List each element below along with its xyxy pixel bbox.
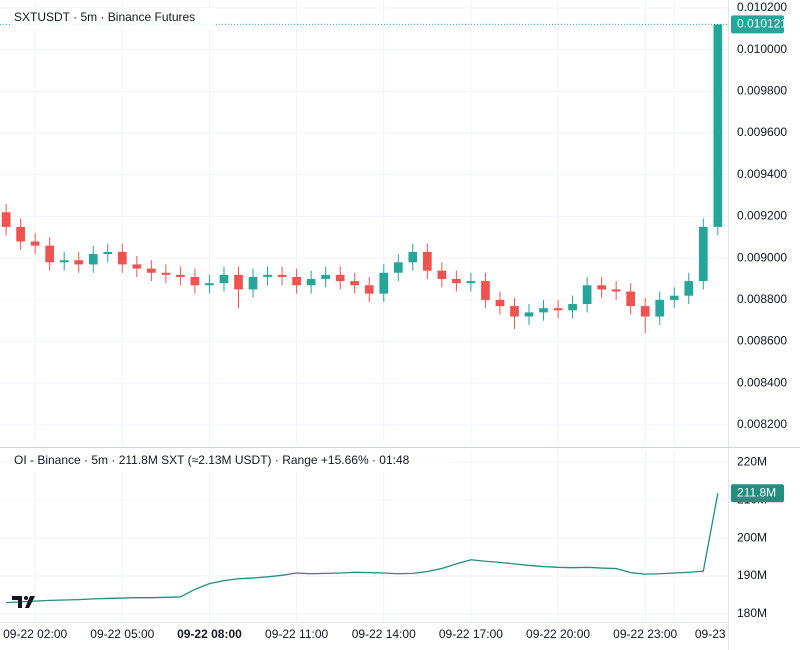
x-tick-label: 09-22 11:00	[265, 627, 328, 641]
y-tick-label: 0.008400	[737, 375, 787, 389]
candle-body	[335, 274, 345, 282]
candle-body	[103, 251, 113, 254]
x-tick-label: 09-22 05:00	[90, 627, 154, 641]
candle-body	[582, 285, 592, 305]
candle-body	[539, 308, 548, 313]
title-backdrop	[10, 8, 215, 28]
candle-body	[568, 304, 577, 311]
last-value-box	[731, 15, 784, 34]
candle-body	[146, 268, 156, 273]
y-tick-label: 0.009200	[737, 209, 787, 223]
candle-body	[161, 272, 171, 275]
candle-body	[437, 270, 447, 280]
candle-body	[422, 251, 432, 271]
candle-body	[176, 274, 185, 277]
candle-body	[466, 281, 476, 284]
candle-body	[277, 274, 287, 277]
candle-body	[59, 260, 69, 263]
candle-body	[481, 281, 490, 300]
candle-body	[655, 299, 665, 317]
y-tick-label: 0.009800	[737, 84, 787, 98]
y-tick-label: 0.009600	[737, 125, 787, 139]
candle-body	[88, 253, 98, 265]
candle-body	[350, 281, 360, 286]
candle-body	[30, 241, 40, 246]
candle-body	[219, 274, 229, 284]
y-tick-label: 220M	[737, 454, 767, 468]
y-tick-label: 200M	[737, 530, 767, 544]
candle-body	[553, 308, 563, 311]
candle-body	[292, 276, 301, 286]
x-tick-label: 09-22 02:00	[3, 627, 67, 641]
candle-body	[669, 295, 679, 300]
oi-line	[6, 493, 719, 604]
x-tick-label: 09-22 17:00	[439, 627, 503, 641]
logo	[12, 596, 35, 608]
candle-body	[626, 291, 636, 307]
candle-body	[74, 260, 84, 265]
candle-body	[132, 264, 142, 269]
x-tick-label: 09-23	[695, 627, 726, 641]
x-tick-label: 09-22 20:00	[526, 627, 590, 641]
title-backdrop	[10, 451, 450, 471]
candle-body	[611, 289, 621, 292]
candle-body	[698, 226, 708, 282]
y-tick-label: 0.009400	[737, 167, 787, 181]
candle-body	[408, 251, 418, 263]
candle-body	[306, 279, 316, 286]
candle-body	[16, 226, 25, 242]
y-tick-label: 0.010000	[737, 42, 787, 56]
candle-body	[510, 306, 519, 317]
candle-body	[45, 245, 55, 263]
candle-body	[117, 251, 127, 265]
candle-body	[205, 283, 214, 286]
candle-body	[234, 274, 243, 290]
candle-body	[248, 276, 258, 290]
y-tick-label: 0.009000	[737, 250, 787, 264]
y-tick-label: 0.010200	[737, 0, 787, 14]
price-title: SXTUSDT · 5m · Binance Futures	[14, 10, 195, 24]
candle-body	[379, 272, 389, 294]
candle-body	[321, 274, 331, 280]
oi-title: OI - Binance · 5m · 211.8M SXT (≈2.13M U…	[14, 453, 410, 467]
y-tick-label: 0.008800	[737, 292, 787, 306]
y-tick-label: 180M	[737, 606, 767, 620]
candle-body	[364, 285, 374, 294]
candle-body	[190, 276, 200, 286]
candle-body	[1, 212, 11, 227]
candle-body	[597, 285, 606, 290]
candle-body	[495, 299, 505, 307]
y-tick-label: 0.008600	[737, 334, 787, 348]
candle-body	[393, 262, 403, 273]
last-value-label: 211.8M	[737, 485, 776, 499]
last-value-box	[731, 484, 784, 503]
candle-body	[263, 274, 272, 277]
x-tick-label: 09-22 23:00	[613, 627, 677, 641]
last-value-label: 0.010121	[737, 17, 787, 31]
candle-body	[452, 279, 461, 284]
x-tick-label: 09-22 14:00	[352, 627, 416, 641]
plot-layer	[0, 0, 728, 622]
candle-body	[713, 24, 723, 227]
y-tick-label: 190M	[737, 568, 767, 582]
x-tick-label: 09-22 08:00	[177, 627, 242, 641]
candle-body	[684, 281, 694, 296]
y-tick-label: 0.008200	[737, 417, 787, 431]
candle-body	[524, 312, 534, 317]
candle-body	[640, 306, 650, 317]
